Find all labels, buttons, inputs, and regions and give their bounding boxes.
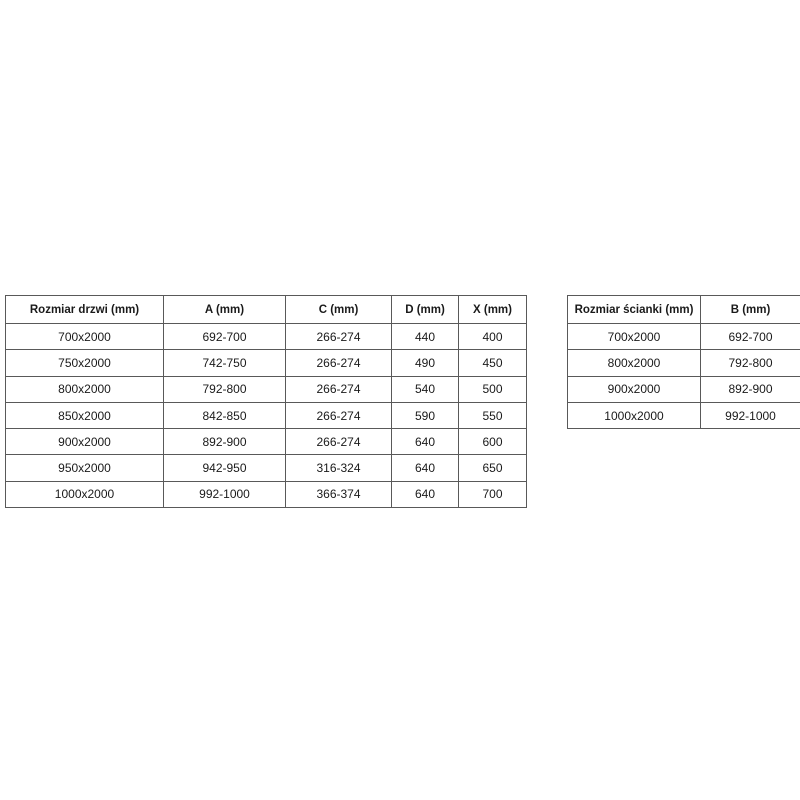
table-cell: 792-800	[700, 349, 800, 377]
table-cell: 750x2000	[5, 349, 164, 377]
table-cell: 640	[391, 454, 459, 482]
header-cell: X (mm)	[458, 295, 527, 324]
table-row: 800x2000 792-800 266-274 540 500	[5, 375, 527, 403]
table-cell: 500	[458, 375, 527, 403]
header-row: Rozmiar drzwi (mm) A (mm) C (mm) D (mm) X (m…	[5, 295, 527, 324]
table-cell: 650	[458, 454, 527, 482]
table-cell: 550	[458, 401, 527, 430]
table-cell: 700	[458, 480, 527, 509]
header-cell: Rozmiar ścianki (mm)	[567, 295, 701, 324]
table-cell: 992-1000	[163, 480, 286, 509]
table-row: 900x2000 892-900 266-274 640 600	[5, 428, 527, 456]
table-cell: 800x2000	[567, 349, 701, 377]
table-cell: 450	[458, 349, 527, 377]
table-cell: 316-324	[285, 454, 392, 482]
header-cell: C (mm)	[285, 295, 392, 324]
table-cell: 266-274	[285, 428, 392, 456]
table-cell: 992-1000	[700, 401, 800, 430]
table-cell: 692-700	[700, 322, 800, 351]
table-cell: 700x2000	[5, 322, 164, 351]
table-row: 950x2000 942-950 316-324 640 650	[5, 454, 527, 482]
table-cell: 950x2000	[5, 454, 164, 482]
table-cell: 850x2000	[5, 401, 164, 430]
table-row: 1000x2000 992-1000	[567, 401, 800, 430]
table-cell: 266-274	[285, 375, 392, 403]
table-cell: 892-900	[700, 375, 800, 403]
table-row: 850x2000 842-850 266-274 590 550	[5, 401, 527, 430]
table-cell: 692-700	[163, 322, 286, 351]
table-cell: 742-750	[163, 349, 286, 377]
table-row: 1000x2000 992-1000 366-374 640 700	[5, 480, 527, 509]
header-cell: D (mm)	[391, 295, 459, 324]
table-cell: 700x2000	[567, 322, 701, 351]
table-cell: 540	[391, 375, 459, 403]
header-cell: A (mm)	[163, 295, 286, 324]
table-row: 800x2000 792-800	[567, 349, 800, 377]
table-cell: 266-274	[285, 349, 392, 377]
table-cell: 1000x2000	[567, 401, 701, 430]
table-cell: 590	[391, 401, 459, 430]
table-cell: 266-274	[285, 401, 392, 430]
table-cell: 266-274	[285, 322, 392, 351]
table-cell: 640	[391, 480, 459, 509]
table-cell: 490	[391, 349, 459, 377]
table-row: 750x2000 742-750 266-274 490 450	[5, 349, 527, 377]
wall-size-table: Rozmiar ścianki (mm) B (mm) 700x2000 692-70…	[567, 295, 800, 430]
table-cell: 842-850	[163, 401, 286, 430]
table-cell: 400	[458, 322, 527, 351]
header-row: Rozmiar ścianki (mm) B (mm)	[567, 295, 800, 324]
header-cell: B (mm)	[700, 295, 800, 324]
table-cell: 440	[391, 322, 459, 351]
table-row: 700x2000 692-700	[567, 322, 800, 351]
table-row: 900x2000 892-900	[567, 375, 800, 403]
table-cell: 792-800	[163, 375, 286, 403]
table-cell: 892-900	[163, 428, 286, 456]
table-cell: 640	[391, 428, 459, 456]
table-cell: 1000x2000	[5, 480, 164, 509]
table-cell: 600	[458, 428, 527, 456]
table-row: 700x2000 692-700 266-274 440 400	[5, 322, 527, 351]
door-size-table: Rozmiar drzwi (mm) A (mm) C (mm) D (mm) X (m…	[5, 295, 527, 509]
table-cell: 942-950	[163, 454, 286, 482]
table-cell: 366-374	[285, 480, 392, 509]
table-cell: 800x2000	[5, 375, 164, 403]
table-cell: 900x2000	[5, 428, 164, 456]
table-cell: 900x2000	[567, 375, 701, 403]
header-cell: Rozmiar drzwi (mm)	[5, 295, 164, 324]
